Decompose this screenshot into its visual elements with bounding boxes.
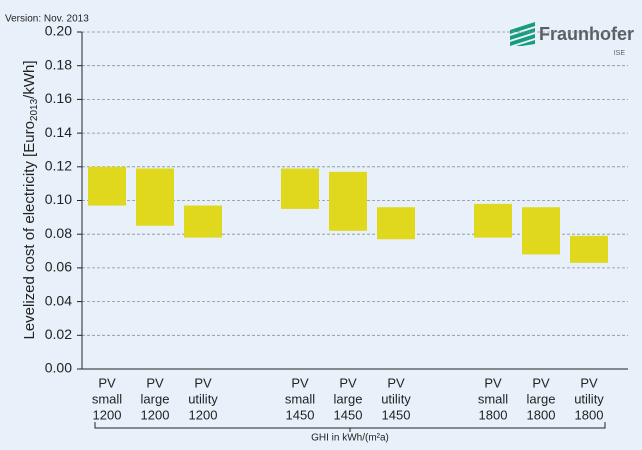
bar: [88, 166, 126, 206]
x-tick-label: PV: [339, 375, 357, 390]
x-tick-label: 1200: [189, 407, 218, 422]
x-tick-label: PV: [98, 375, 116, 390]
y-label-end: /kWh]: [21, 60, 38, 98]
y-axis-label: Levelized cost of electricity [Euro2013/…: [21, 60, 40, 339]
x-tick-label: 1200: [93, 407, 122, 422]
logo-sub: ISE: [614, 50, 626, 57]
y-tick-label: 0.04: [45, 292, 72, 308]
x-tick-label: PV: [387, 375, 405, 390]
bar: [184, 205, 222, 238]
x-tick-label: PV: [484, 375, 502, 390]
bar: [281, 168, 319, 209]
x-tick-label: small: [478, 391, 508, 406]
x-tick-label: PV: [146, 375, 164, 390]
x-tick-label: 1800: [527, 407, 556, 422]
version: Version: Nov. 2013: [5, 14, 89, 25]
x-tick-label: PV: [194, 375, 212, 390]
x-tick-label: utility: [188, 391, 218, 406]
bar: [474, 203, 512, 238]
y-tick-label: 0.10: [45, 191, 72, 207]
bar: [329, 171, 367, 231]
x-tick-label: 1450: [334, 407, 363, 422]
x-tick-label: small: [285, 391, 315, 406]
x-axis-label: GHI in kWh/(m²a): [311, 433, 389, 444]
y-tick-label: 0.14: [45, 124, 72, 140]
bar: [570, 235, 608, 263]
x-tick-label: PV: [291, 375, 309, 390]
x-tick-label: large: [527, 391, 556, 406]
bracket: [94, 422, 606, 432]
x-tick-label: small: [92, 391, 122, 406]
y-tick-label: 0.12: [45, 158, 72, 174]
y-tick-label: 0.20: [45, 23, 72, 39]
x-tick-label: utility: [574, 391, 604, 406]
logo-mark: [510, 22, 535, 46]
x-tick-label: PV: [580, 375, 598, 390]
y-tick-label: 0.08: [45, 225, 72, 241]
logo-name: Fraunhofer: [539, 24, 634, 44]
y-tick-label: 0.18: [45, 56, 72, 72]
x-tick-label: 1450: [382, 407, 411, 422]
x-tick-label: PV: [532, 375, 550, 390]
x-tick-label: 1450: [286, 407, 315, 422]
bar: [136, 168, 174, 226]
y-label-sub: 2013: [29, 98, 40, 121]
x-tick-label: utility: [381, 391, 411, 406]
y-tick-label: 0.16: [45, 90, 72, 106]
x-tick-label: large: [141, 391, 170, 406]
y-label-main: Levelized cost of electricity [Euro: [21, 121, 38, 339]
x-tick-label: 1800: [575, 407, 604, 422]
y-tick-label: 0.02: [45, 326, 72, 342]
y-tick-label: 0.00: [45, 360, 72, 376]
y-tick-label: 0.06: [45, 259, 72, 275]
bar: [377, 207, 415, 240]
x-tick-label: 1200: [141, 407, 170, 422]
x-tick-label: 1800: [479, 407, 508, 422]
x-tick-label: large: [334, 391, 363, 406]
bar: [522, 207, 560, 255]
